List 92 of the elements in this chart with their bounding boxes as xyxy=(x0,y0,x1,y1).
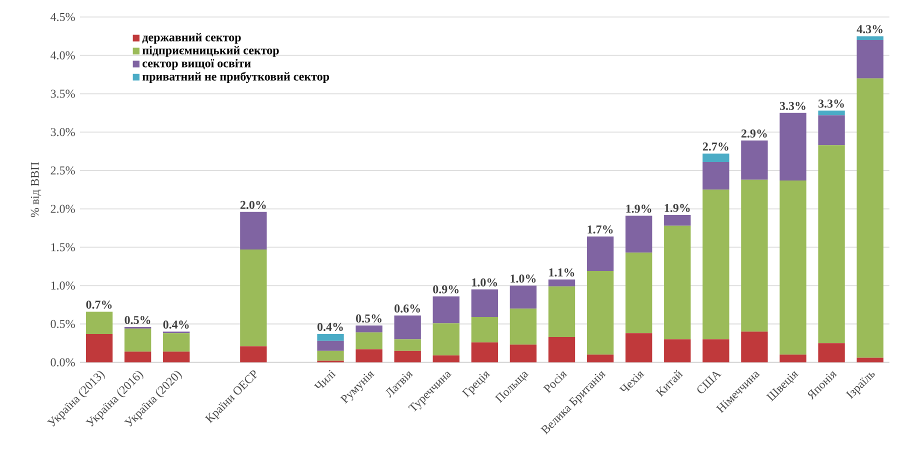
bar xyxy=(163,352,190,362)
legend-label: державний сектор xyxy=(142,32,241,44)
bar xyxy=(432,323,460,356)
total-label: 1.9% xyxy=(664,204,690,212)
y-axis-title: % від ВВП xyxy=(30,162,42,218)
bar xyxy=(510,308,537,345)
bar xyxy=(124,328,152,352)
total-label: 0.9% xyxy=(433,285,459,294)
legend-label: підприємницький сектор xyxy=(142,46,279,57)
bar xyxy=(818,115,845,146)
bar xyxy=(163,333,190,352)
bar xyxy=(394,339,421,351)
bar xyxy=(240,346,267,362)
y-tick-label: 1.0% xyxy=(51,282,75,290)
bar xyxy=(548,279,576,286)
bar xyxy=(626,252,652,334)
bar xyxy=(702,154,730,162)
bar xyxy=(471,317,498,342)
bar xyxy=(586,236,614,272)
bar xyxy=(856,36,884,40)
bar xyxy=(856,358,884,362)
bar xyxy=(856,78,884,358)
bar xyxy=(626,333,652,362)
bar xyxy=(664,214,691,226)
bar xyxy=(124,352,152,362)
bar xyxy=(240,212,267,250)
y-tick-label: 4.0% xyxy=(50,51,75,60)
bar xyxy=(548,337,576,362)
bar xyxy=(702,190,730,340)
x-tick-label: Чилі xyxy=(314,370,336,388)
total-label: 1.0% xyxy=(472,278,498,286)
y-tick-label: 4.5% xyxy=(50,12,75,22)
total-label: 1.7% xyxy=(588,225,613,234)
total-label: 0.6% xyxy=(394,304,420,313)
bar xyxy=(702,162,730,190)
total-label: 0.5% xyxy=(356,314,382,323)
y-tick-label: 0.5% xyxy=(50,320,75,328)
total-label: 3.3% xyxy=(818,100,844,108)
bar xyxy=(702,339,730,362)
bar xyxy=(356,326,382,332)
total-label: 0.4% xyxy=(317,322,343,332)
total-label: 2.0% xyxy=(240,200,266,209)
bar xyxy=(86,334,113,362)
y-tick-label: 1.5% xyxy=(51,243,75,252)
bar xyxy=(818,343,845,362)
bar xyxy=(780,180,806,355)
bar xyxy=(86,312,113,334)
bar xyxy=(626,216,652,253)
bar xyxy=(741,332,768,362)
total-label: 2.7% xyxy=(702,142,728,151)
bar xyxy=(856,40,884,78)
total-label: 1.9% xyxy=(626,204,652,213)
y-tick-label: 2.0% xyxy=(50,204,75,213)
bar xyxy=(471,289,498,318)
y-tick-label: 2.5% xyxy=(50,166,75,175)
bar xyxy=(240,250,267,346)
total-label: 0.5% xyxy=(124,316,150,324)
bar xyxy=(432,296,460,324)
bar xyxy=(818,110,845,116)
total-label: 1.0% xyxy=(510,274,536,283)
y-tick-label: 3.0% xyxy=(50,128,75,136)
bar xyxy=(780,112,806,180)
bar xyxy=(586,271,614,355)
total-label: 0.4% xyxy=(163,320,189,329)
bar xyxy=(741,140,768,180)
total-label: 4.3% xyxy=(856,25,882,34)
bar xyxy=(510,344,537,362)
bar xyxy=(548,286,576,338)
total-label: 0.7% xyxy=(86,300,112,309)
total-label: 1.1% xyxy=(549,268,574,277)
bar xyxy=(394,316,421,340)
bar xyxy=(394,350,421,362)
bar xyxy=(741,180,768,332)
bar xyxy=(317,340,344,351)
legend-label: приватний не прибутковий сектор xyxy=(142,72,330,84)
bar xyxy=(471,342,498,362)
bar xyxy=(356,332,382,350)
total-label: 3.3% xyxy=(780,102,806,110)
bar xyxy=(317,334,344,341)
bar xyxy=(356,349,382,362)
legend-label: сектор вищої освіти xyxy=(142,58,251,70)
total-label: 2.9% xyxy=(741,129,767,138)
bar xyxy=(818,145,845,344)
bar xyxy=(664,226,691,340)
bar xyxy=(510,286,537,309)
bar xyxy=(664,339,691,362)
bar xyxy=(780,354,806,362)
y-tick-label: 0.0% xyxy=(50,358,75,366)
bar xyxy=(432,355,460,362)
bar xyxy=(586,354,614,362)
bar xyxy=(317,350,344,361)
y-tick-label: 3.5% xyxy=(50,90,75,98)
